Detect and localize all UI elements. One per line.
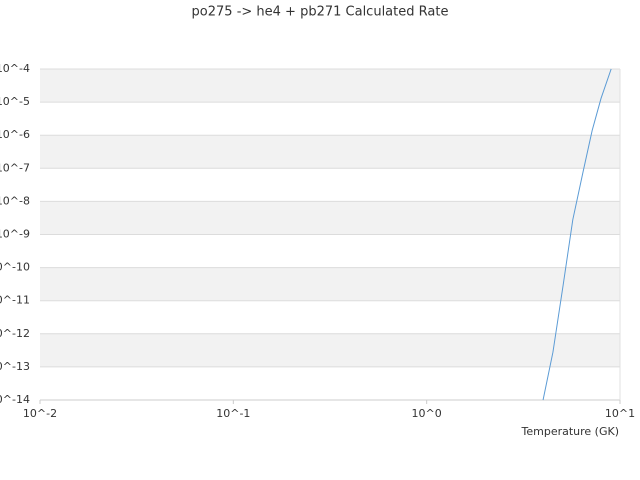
y-tick-label: 10^-8 <box>0 194 30 207</box>
y-tick-label: 10^-9 <box>0 228 30 241</box>
grid-band <box>40 69 620 103</box>
x-tick-label: 10^-2 <box>23 407 57 420</box>
grid-band <box>40 201 620 235</box>
x-axis-label: Temperature (GK) <box>521 425 620 438</box>
grid-band <box>40 333 620 367</box>
y-tick-label: 10^-14 <box>0 393 30 406</box>
y-tick-label: 10^-5 <box>0 95 30 108</box>
y-tick-label: 10^-12 <box>0 327 30 340</box>
y-tick-label: 10^-7 <box>0 161 30 174</box>
x-tick-label: 10^1 <box>605 407 635 420</box>
y-tick-label: 10^-6 <box>0 128 30 141</box>
y-tick-label: 10^-10 <box>0 261 30 274</box>
y-tick-label: 10^-13 <box>0 360 30 373</box>
x-tick-label: 10^0 <box>412 407 442 420</box>
y-tick-label: 10^-4 <box>0 62 30 75</box>
grid-band <box>40 267 620 301</box>
x-tick-label: 10^-1 <box>216 407 250 420</box>
y-tick-label: 10^-11 <box>0 294 30 307</box>
chart-title: po275 -> he4 + pb271 Calculated Rate <box>192 5 449 20</box>
grid-band <box>40 135 620 169</box>
data-line <box>542 68 612 401</box>
